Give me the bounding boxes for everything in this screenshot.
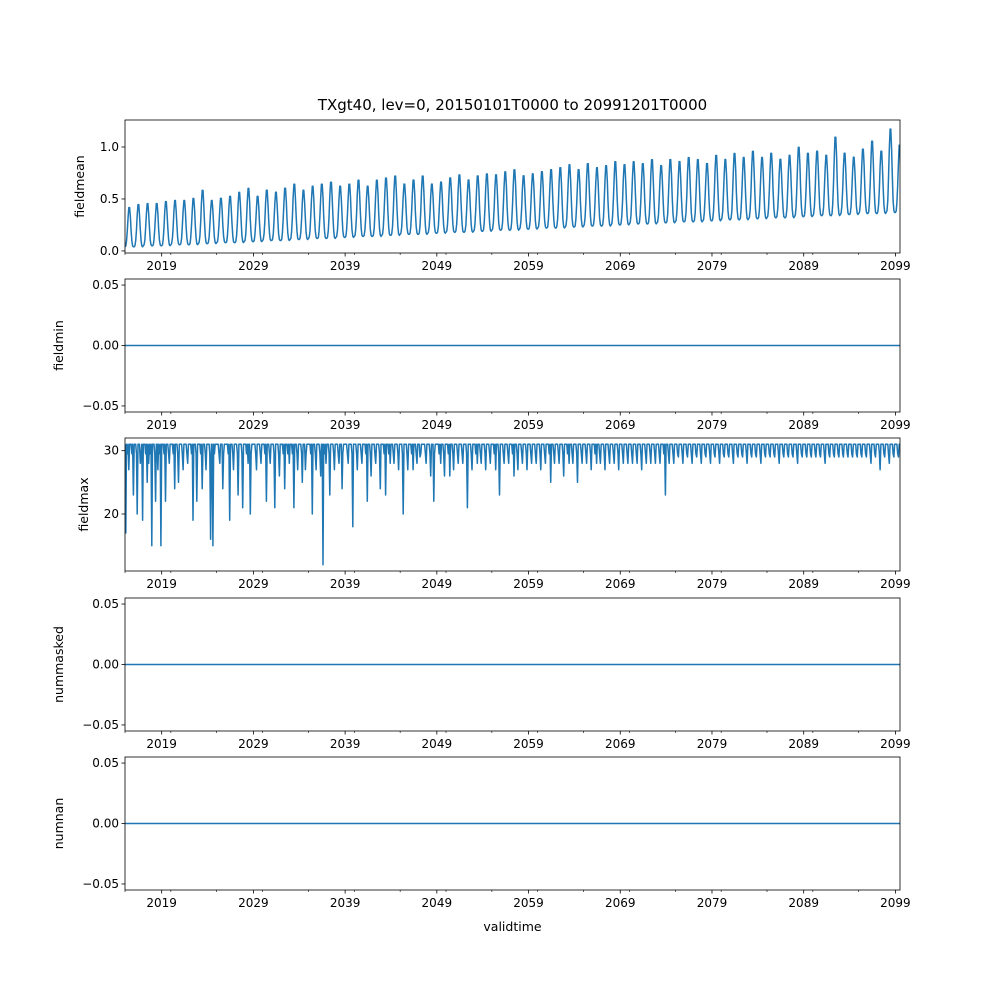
x-tick-label: 2099 [880, 418, 911, 432]
y-tick-label: 0.00 [92, 658, 119, 672]
panel-fieldmin: −0.05 0.00 0.05 2019 2029 2039 2049 2059 2069 207… [51, 278, 911, 432]
x-tick-label: 2029 [238, 896, 269, 910]
x-tick-label: 2019 [146, 896, 177, 910]
y-tick-label: 0.05 [92, 756, 119, 770]
subplot-panels: 0.0 0.5 1.0 2019 2029 2039 2049 2059 2069 2079 208… [51, 119, 911, 910]
y-axis-label: numnan [51, 798, 66, 850]
y-tick-label: −0.05 [82, 718, 119, 732]
x-axis-label: validtime [483, 919, 541, 934]
x-tick-label: 2029 [238, 418, 269, 432]
y-tick-label: 0.00 [92, 339, 119, 353]
chart-title: TXgt40, lev=0, 20150101T0000 to 20991201… [317, 96, 707, 114]
x-tick-label: 2099 [880, 577, 911, 591]
x-tick-label: 2039 [330, 737, 361, 751]
panel-nummasked: −0.05 0.00 0.05 2019 2029 2039 2049 2059 2069 207… [51, 597, 911, 751]
x-tick-label: 2059 [513, 896, 544, 910]
y-axis-label: fieldmax [76, 477, 91, 531]
y-tick-label: 0.00 [92, 817, 119, 831]
x-tick-label: 2099 [880, 896, 911, 910]
x-tick-label: 2089 [788, 737, 819, 751]
x-tick-label: 2039 [330, 418, 361, 432]
x-tick-label: 2059 [513, 577, 544, 591]
x-tick-label: 2089 [788, 896, 819, 910]
axes-frame [124, 119, 901, 254]
y-tick-label: 30 [104, 444, 119, 458]
x-tick-label: 2059 [513, 418, 544, 432]
x-tick-label: 2059 [513, 259, 544, 273]
x-tick-label: 2099 [880, 259, 911, 273]
x-tick-label: 2069 [605, 418, 636, 432]
y-tick-label: 0.05 [92, 597, 119, 611]
y-tick-label: 0.05 [92, 278, 119, 292]
series-line-fieldmax [125, 443, 900, 566]
x-tick-label: 2049 [422, 259, 453, 273]
x-tick-label: 2039 [330, 259, 361, 273]
y-tick-label: 0.0 [100, 244, 119, 258]
x-tick-label: 2089 [788, 259, 819, 273]
x-tick-label: 2029 [238, 577, 269, 591]
axes-frame [124, 437, 901, 572]
x-tick-label: 2079 [697, 737, 728, 751]
y-tick-label: −0.05 [82, 399, 119, 413]
y-tick-label: −0.05 [82, 877, 119, 891]
y-tick-label: 20 [104, 507, 119, 521]
x-tick-label: 2039 [330, 577, 361, 591]
x-tick-label: 2039 [330, 896, 361, 910]
x-tick-label: 2079 [697, 418, 728, 432]
x-tick-label: 2079 [697, 259, 728, 273]
panel-numnan: −0.05 0.00 0.05 2019 2029 2039 2049 2059 2069 207… [51, 756, 911, 910]
series-line-fieldmean [125, 128, 900, 248]
panel-fieldmax: 20 30 2019 2029 2039 2049 2059 2069 2079 2089 2099… [76, 437, 911, 591]
x-tick-label: 2029 [238, 737, 269, 751]
y-axis-label: fieldmean [72, 155, 87, 217]
panel-fieldmean: 0.0 0.5 1.0 2019 2029 2039 2049 2059 2069 2079 208… [72, 119, 911, 273]
x-tick-label: 2049 [422, 737, 453, 751]
y-axis-label: fieldmin [51, 320, 66, 371]
x-tick-label: 2089 [788, 418, 819, 432]
x-tick-label: 2069 [605, 896, 636, 910]
x-tick-label: 2069 [605, 577, 636, 591]
x-tick-label: 2049 [422, 418, 453, 432]
x-tick-label: 2049 [422, 896, 453, 910]
x-tick-label: 2019 [146, 577, 177, 591]
y-tick-label: 1.0 [100, 140, 119, 154]
x-tick-label: 2019 [146, 259, 177, 273]
x-tick-label: 2049 [422, 577, 453, 591]
x-tick-label: 2069 [605, 259, 636, 273]
x-tick-label: 2029 [238, 259, 269, 273]
x-tick-label: 2069 [605, 737, 636, 751]
x-tick-label: 2079 [697, 577, 728, 591]
x-tick-label: 2019 [146, 418, 177, 432]
x-tick-label: 2059 [513, 737, 544, 751]
x-tick-label: 2089 [788, 577, 819, 591]
x-tick-label: 2019 [146, 737, 177, 751]
y-axis-label: nummasked [51, 626, 66, 703]
x-tick-label: 2099 [880, 737, 911, 751]
y-tick-label: 0.5 [100, 192, 119, 206]
x-tick-label: 2079 [697, 896, 728, 910]
